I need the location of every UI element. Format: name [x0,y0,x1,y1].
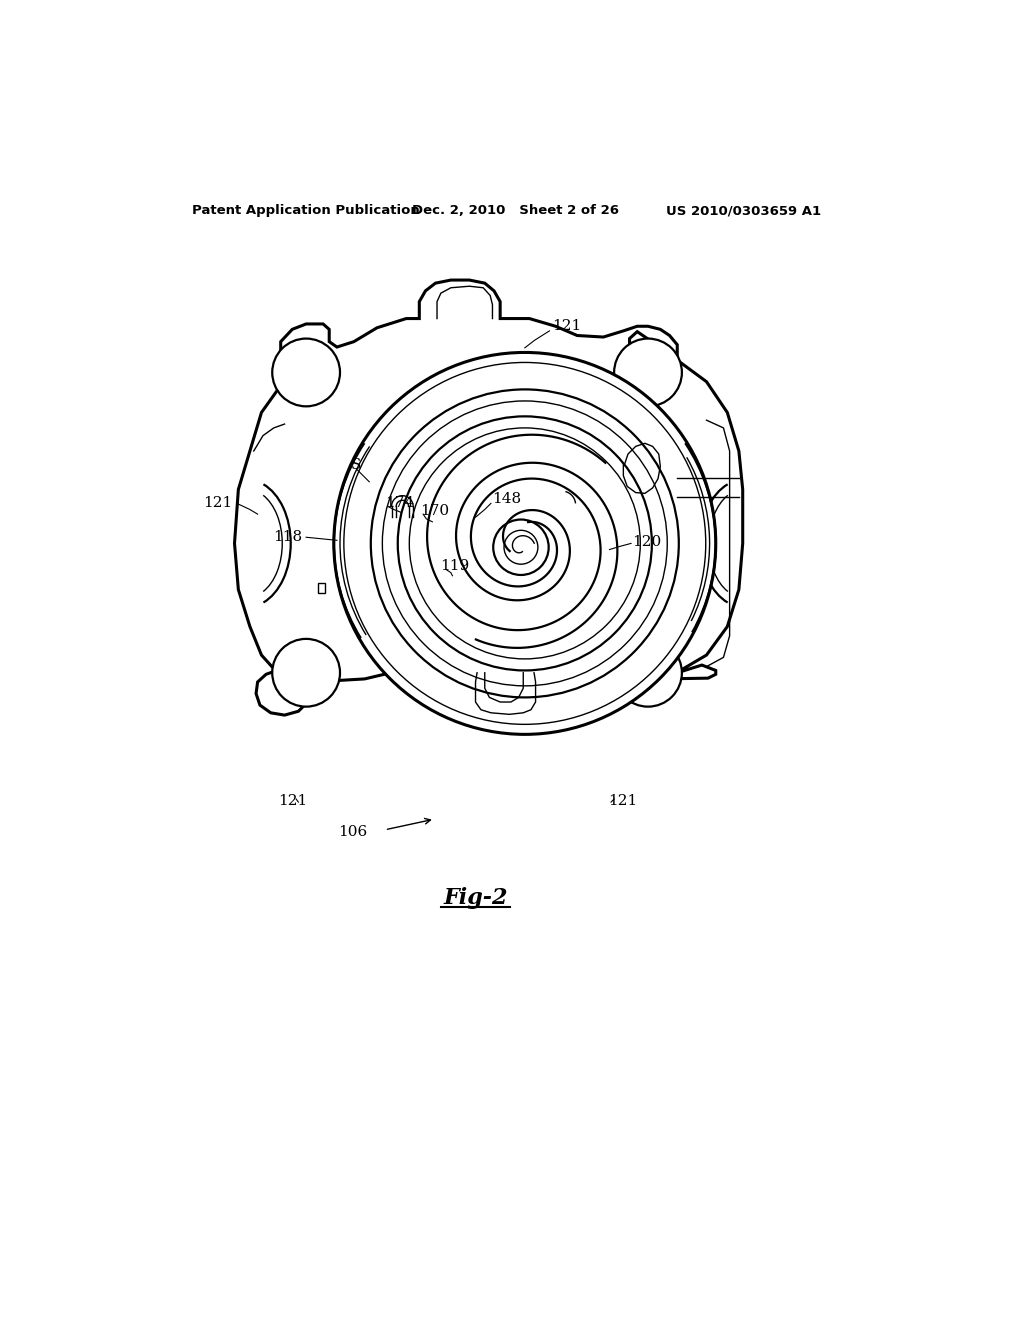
Text: 121: 121 [279,793,307,808]
Text: 119: 119 [440,560,469,573]
Text: 106: 106 [339,825,368,840]
Text: 170: 170 [420,504,450,517]
Bar [317,583,326,593]
Text: 148: 148 [493,492,521,506]
Circle shape [272,639,340,706]
Text: 121: 121 [608,793,637,808]
Text: 120: 120 [633,535,662,549]
Text: S: S [351,458,361,471]
Circle shape [272,339,340,407]
Text: Fig-2: Fig-2 [443,887,508,908]
Circle shape [334,352,716,734]
Text: Patent Application Publication: Patent Application Publication [193,205,420,218]
Text: 174: 174 [385,496,414,511]
Circle shape [614,639,682,706]
Text: Dec. 2, 2010   Sheet 2 of 26: Dec. 2, 2010 Sheet 2 of 26 [412,205,618,218]
Text: 121: 121 [553,319,582,333]
Text: 118: 118 [273,531,302,544]
Polygon shape [234,280,742,715]
Text: 121: 121 [203,496,232,511]
Circle shape [614,339,682,407]
Text: US 2010/0303659 A1: US 2010/0303659 A1 [666,205,821,218]
